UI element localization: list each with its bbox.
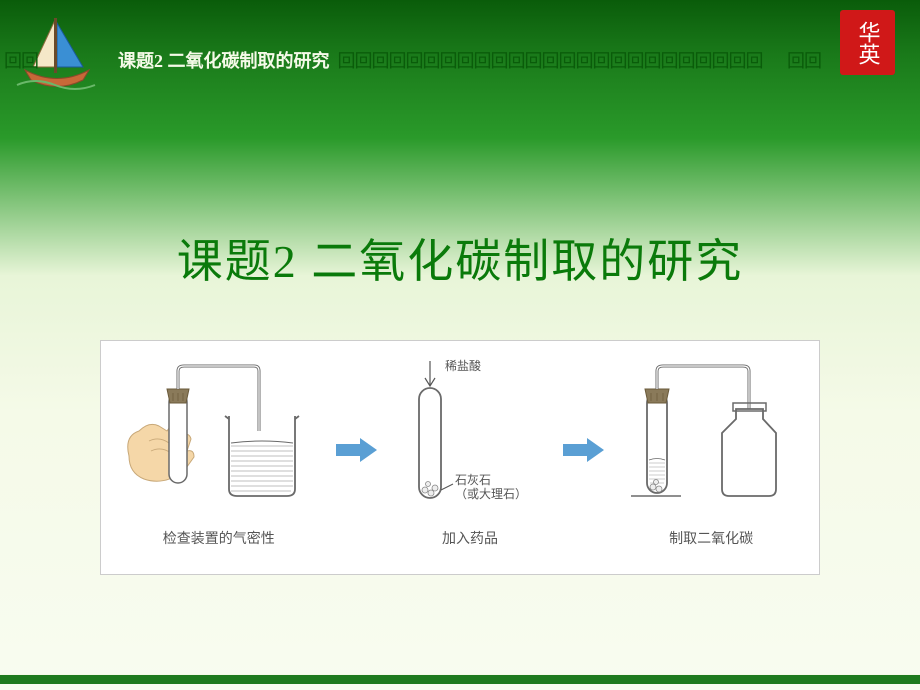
header-bar: 回回 课题2 二氧化碳制取的研究 回回回回回回回回回回回回回回回回回回回回回回回…: [0, 45, 920, 75]
annotation-limestone: 石灰石: [455, 473, 491, 487]
step-2-caption: 加入药品: [442, 528, 498, 548]
breadcrumb: 课题2 二氧化碳制取的研究: [110, 47, 338, 73]
annotation-marble: （或大理石）: [455, 487, 527, 501]
header-pattern-left: 回回: [0, 47, 110, 73]
step-2-figure: 稀盐酸 石灰石 （或大理石）: [395, 361, 545, 516]
step-1: 检查装置的气密性: [119, 361, 319, 548]
step-1-caption: 检查装置的气密性: [163, 528, 275, 548]
step-3: 制取二氧化碳: [621, 361, 801, 548]
step-2: 稀盐酸 石灰石 （或大理石） 加入药品: [395, 361, 545, 548]
diagram: 检查装置的气密性 稀盐酸 石灰石 （或大理石）: [100, 340, 820, 575]
seal-stamp: 华英: [840, 10, 895, 75]
page-title: 课题2 二氧化碳制取的研究: [0, 225, 920, 291]
footer-bar: [0, 674, 920, 684]
arrow-1: [334, 436, 379, 469]
header-pattern-right: 回回回回回回回回回回回回回回回回回回回回回回回回回 回回: [338, 47, 920, 73]
annotation-acid: 稀盐酸: [445, 358, 481, 373]
arrow-2: [561, 436, 606, 469]
step-3-caption: 制取二氧化碳: [669, 528, 753, 548]
step-1-figure: [119, 361, 319, 516]
step-3-figure: [621, 361, 801, 516]
